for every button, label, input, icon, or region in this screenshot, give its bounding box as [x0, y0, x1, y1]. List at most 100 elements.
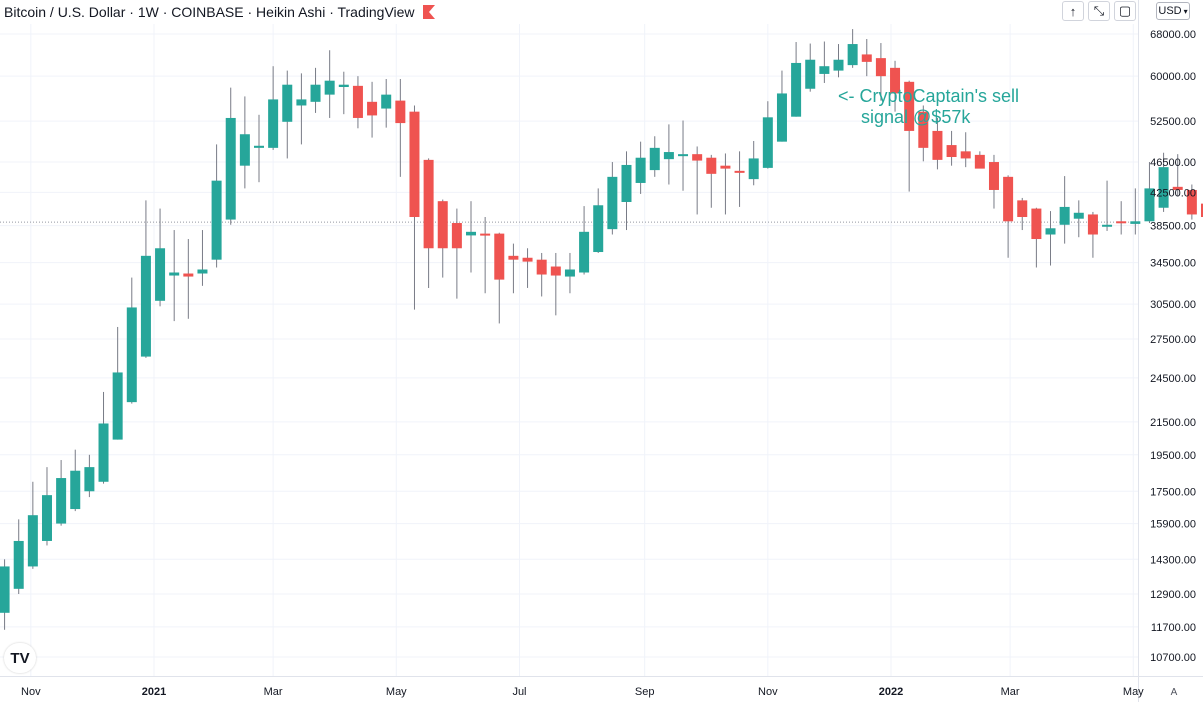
time-tick-label: May	[386, 686, 407, 698]
candle-body-up	[126, 307, 137, 403]
candle-body-down	[183, 273, 194, 277]
candle-body-down	[706, 157, 717, 174]
candle-body-down	[1172, 186, 1183, 190]
candle-body-up	[56, 478, 67, 524]
candle-body-down	[1031, 208, 1042, 240]
candle-body-up	[169, 272, 180, 276]
candle-body-down	[946, 145, 957, 158]
candle-body-down	[480, 233, 491, 236]
auto-scale-label: A	[1170, 686, 1178, 698]
candle-body-up	[847, 44, 858, 66]
candle-body-up	[579, 231, 590, 273]
price-tick-label: 10700.00	[1150, 652, 1196, 664]
candle-body-down	[875, 58, 886, 77]
chart-title-text: Bitcoin / U.S. Dollar · 1W · COINBASE · …	[4, 4, 415, 20]
candle-body-down	[734, 170, 745, 173]
candle-body-up	[27, 515, 38, 567]
time-tick-label: Mar	[264, 686, 283, 698]
price-tick-label: 21500.00	[1150, 417, 1196, 429]
candle-body-up	[1045, 228, 1056, 235]
time-tick-label: Jul	[512, 686, 526, 698]
candle-body-up	[253, 145, 264, 148]
candle-body-down	[1116, 221, 1127, 224]
candle-body-down	[960, 151, 971, 159]
candle-body-up	[593, 205, 604, 253]
candle-body-up	[324, 80, 335, 95]
price-tick-label: 60000.00	[1150, 71, 1196, 83]
annotation-line-1: <- CryptoCaptain's sell	[838, 86, 1020, 106]
candle-body-down	[536, 259, 547, 275]
candle-body-up	[1073, 212, 1084, 219]
candle-body-up	[197, 269, 208, 274]
candle-body-up	[112, 372, 123, 440]
candle-body-up	[466, 231, 477, 236]
candle-body-down	[1200, 203, 1203, 218]
candle-body-up	[663, 152, 674, 160]
tradingview-logo[interactable]: TV	[4, 643, 36, 673]
price-tick-label: 15900.00	[1150, 519, 1196, 531]
candle-body-up	[564, 269, 575, 277]
candle-body-down	[494, 233, 505, 280]
candle-body-down	[437, 201, 448, 249]
candle-body-down	[974, 154, 985, 169]
candle-body-up	[833, 59, 844, 71]
candle-body-up	[239, 134, 250, 166]
candle-body-up	[70, 470, 81, 510]
candle-body-up	[678, 154, 689, 157]
candle-body-up	[211, 180, 222, 260]
candle-body-up	[776, 93, 787, 142]
candle-body-up	[805, 59, 816, 89]
candle-body-down	[1017, 200, 1028, 218]
auto-scale-button[interactable]: A	[1166, 685, 1182, 699]
candle-body-up	[762, 117, 773, 168]
candle-body-up	[225, 117, 236, 220]
candle-body-up	[282, 84, 293, 122]
candle-body-up	[1130, 221, 1141, 224]
time-tick-label: 2022	[879, 686, 903, 698]
price-tick-label: 17500.00	[1150, 486, 1196, 498]
candle-body-down	[508, 255, 519, 260]
time-tick-label: Sep	[635, 686, 655, 698]
candle-body-down	[861, 54, 872, 62]
candle-body-down	[423, 159, 434, 249]
price-tick-label: 52500.00	[1150, 116, 1196, 128]
time-tick-label: Nov	[21, 686, 41, 698]
candle-body-up	[621, 164, 632, 202]
scroll-up-button[interactable]: ↑	[1062, 1, 1084, 21]
fullscreen-button[interactable]: ▢	[1114, 1, 1136, 21]
candle-body-down	[451, 223, 462, 249]
flag-icon[interactable]	[422, 5, 435, 19]
candle-body-down	[352, 85, 363, 118]
candle-body-up	[381, 94, 392, 109]
candle-body-up	[748, 158, 759, 180]
price-tick-label: 46500.00	[1150, 157, 1196, 169]
candle-body-up	[338, 84, 349, 88]
candle-body-down	[692, 154, 703, 161]
candle-body-up	[13, 540, 24, 589]
candle-body-up	[310, 84, 321, 102]
price-tick-label: 11700.00	[1151, 622, 1196, 634]
candle-body-up	[1144, 188, 1155, 222]
sell-signal-annotation: <- CryptoCaptain's sell signal @$57k	[838, 86, 1098, 128]
collapse-button[interactable]: ⤡	[1088, 1, 1110, 21]
time-tick-label: Mar	[1001, 686, 1020, 698]
currency-select[interactable]: USD ▾	[1156, 2, 1190, 20]
collapse-icon: ⤡	[1093, 3, 1105, 18]
chevron-down-icon: ▾	[1183, 6, 1188, 16]
price-tick-label: 14300.00	[1150, 554, 1196, 566]
fullscreen-icon: ▢	[1118, 3, 1132, 18]
candle-body-down	[904, 81, 915, 131]
candle-body-down	[1186, 189, 1197, 215]
arrow-up-icon: ↑	[1069, 3, 1077, 19]
annotation-line-2: signal @$57k	[861, 107, 971, 127]
candle-body-down	[367, 101, 378, 116]
candle-body-up	[607, 176, 618, 230]
candle-body-down	[932, 130, 943, 160]
candle-body-up	[635, 157, 646, 183]
candle-body-up	[0, 566, 10, 613]
time-tick-label: 2021	[142, 686, 166, 698]
candle-body-up	[98, 423, 109, 482]
candle-body-up	[1059, 206, 1070, 225]
candle-body-up	[1158, 167, 1169, 208]
